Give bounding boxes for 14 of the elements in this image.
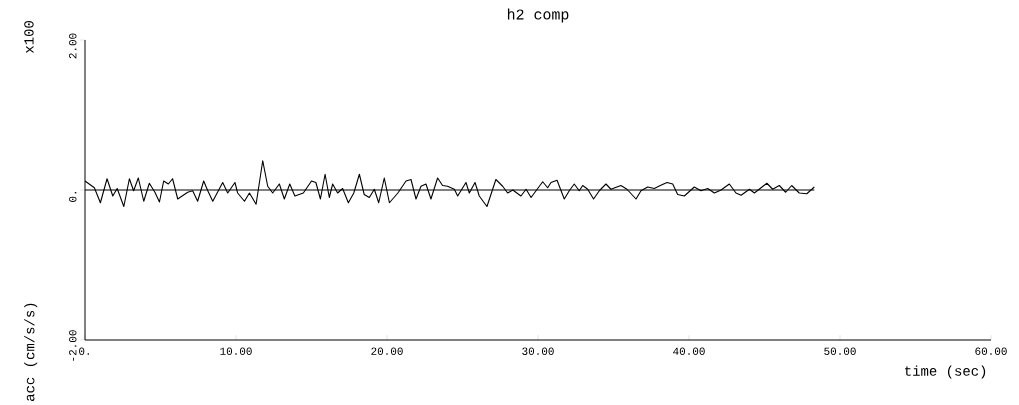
chart-title: h2 comp xyxy=(507,8,569,23)
text: x100 xyxy=(24,21,34,54)
x-tick-label: 30.00 xyxy=(522,347,554,355)
x-tick-label: 60.00 xyxy=(975,347,1007,355)
x-tick-label: 50.00 xyxy=(824,347,856,355)
y-tick-label: 0. xyxy=(69,192,77,202)
y-tick-label: -2.00 xyxy=(69,330,77,361)
x-tick-label: 40.00 xyxy=(673,347,705,355)
x-tick-label: 10.00 xyxy=(220,347,252,355)
x-tick-label: 20.00 xyxy=(371,347,403,355)
x-tick-label: 0. xyxy=(79,347,89,355)
y-tick-label: 2.00 xyxy=(69,33,77,59)
y-axis-title: acc (cm/s/s) xyxy=(24,303,38,401)
x-axis-title: time (sec) xyxy=(905,365,986,379)
